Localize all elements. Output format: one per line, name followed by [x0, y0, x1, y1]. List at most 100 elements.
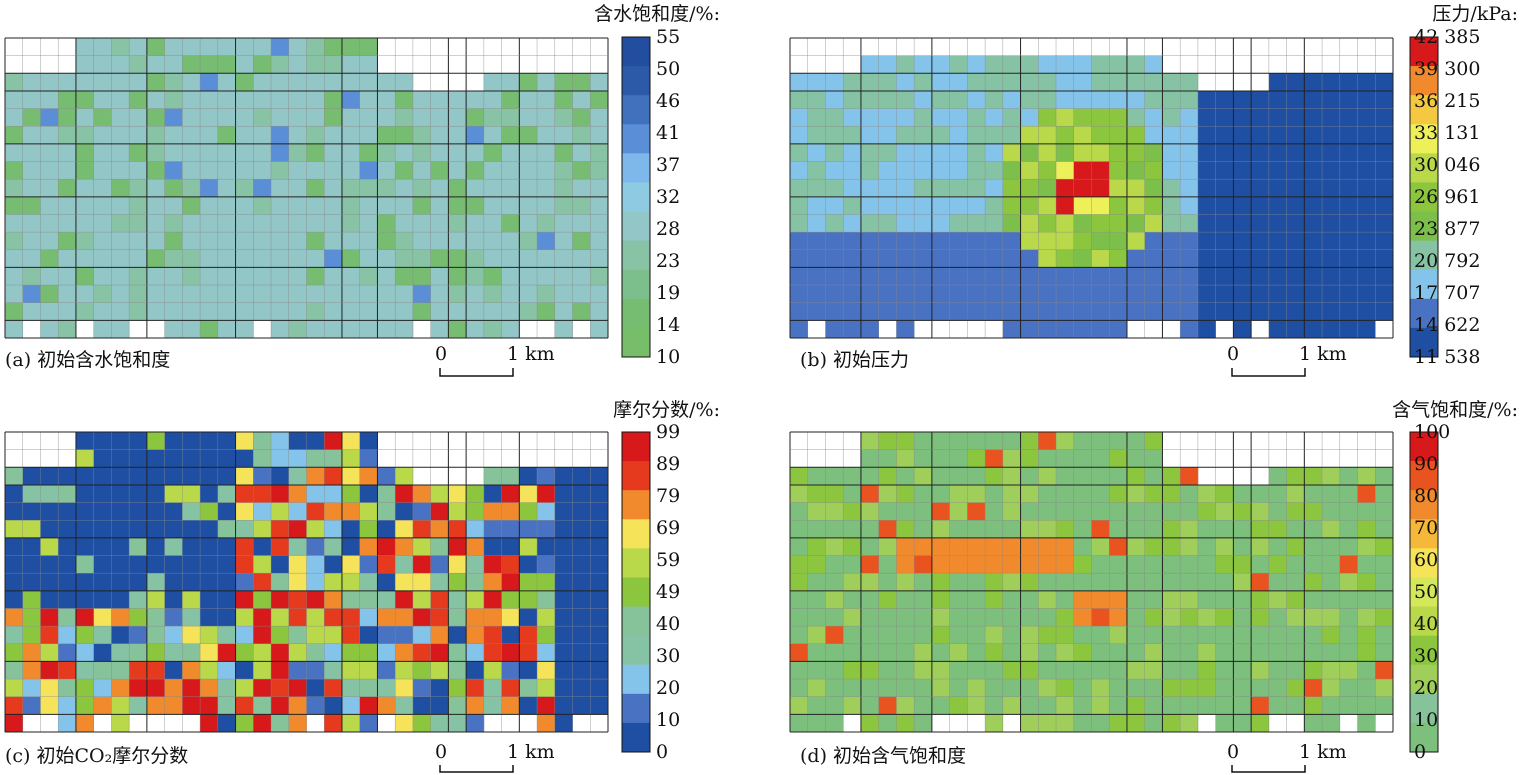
grid-cell: [359, 590, 378, 609]
grid-cell: [825, 555, 844, 574]
grid-cell: [412, 573, 431, 592]
grid-cell: [288, 214, 307, 233]
grid-cell: [949, 432, 968, 450]
grid-cell: [1002, 679, 1021, 698]
grid-cell: [914, 90, 933, 109]
grid-cell: [914, 661, 933, 680]
grid-cell: [324, 661, 343, 680]
grid-cell: [395, 696, 414, 715]
grid-cell: [129, 449, 148, 468]
grid-cell: [466, 502, 485, 521]
grid-cell: [1304, 285, 1323, 304]
grid-cell: [554, 249, 573, 268]
grid-cell: [1286, 502, 1305, 521]
grid-cell: [341, 679, 361, 698]
grid-cell: [931, 696, 950, 715]
grid-cell: [1162, 626, 1181, 645]
grid-cell: [324, 302, 343, 321]
grid-cell: [1020, 249, 1039, 268]
grid-cell: [412, 590, 431, 609]
grid-cell: [324, 143, 343, 162]
panel-d-grid: [789, 431, 1394, 733]
grid-cell: [985, 179, 1004, 198]
grid-cell: [324, 285, 343, 304]
grid-cell: [1197, 608, 1216, 627]
grid-cell: [182, 661, 201, 680]
grid-cell: [271, 432, 290, 450]
grid-cell: [271, 38, 290, 56]
grid-cell: [1357, 302, 1376, 321]
grid-cell: [146, 555, 165, 574]
grid-cell: [395, 484, 414, 503]
grid-cell: [807, 267, 826, 286]
grid-cell: [860, 232, 879, 251]
grid-cell: [58, 143, 77, 162]
grid-cell: [430, 590, 449, 609]
grid-cell: [949, 285, 968, 304]
grid-cell: [75, 179, 94, 198]
grid-cell: [519, 214, 538, 233]
grid-cell: [1357, 643, 1376, 662]
grid-cell: [1375, 196, 1394, 215]
grid-cell: [1073, 55, 1092, 74]
grid-cell: [1091, 73, 1110, 92]
grid-cell: [554, 555, 573, 574]
panel-c-co2-mole-fraction: (c) 初始CO₂摩尔分数 0 1 km 摩尔分数/%: 99897969594…: [4, 399, 720, 773]
grid-cell: [590, 108, 609, 127]
grid-cell: [572, 643, 591, 662]
grid-cell: [1073, 196, 1092, 215]
grid-cell: [1020, 502, 1039, 521]
grid-cell: [93, 143, 112, 162]
grid-cell: [412, 143, 431, 162]
grid-cell: [483, 502, 502, 521]
grid-cell: [790, 161, 809, 180]
grid-cell: [324, 608, 343, 627]
grid-cell: [843, 520, 862, 539]
grid-cell: [537, 267, 556, 286]
grid-cell: [235, 126, 254, 145]
grid-cell: [1322, 467, 1341, 486]
grid-cell: [377, 196, 396, 215]
grid-cell: [860, 108, 879, 127]
grid-cell: [1002, 249, 1021, 268]
grid-cell: [1073, 626, 1092, 645]
grid-cell: [5, 320, 24, 339]
grid-cell: [75, 285, 94, 304]
grid-cell: [1144, 55, 1163, 74]
grid-cell: [288, 320, 307, 339]
grid-cell: [931, 232, 950, 251]
grid-cell: [22, 590, 41, 609]
grid-cell: [1286, 608, 1305, 627]
grid-cell: [217, 661, 236, 680]
grid-cell: [931, 679, 950, 698]
grid-cell: [1268, 626, 1287, 645]
grid-cell: [200, 143, 219, 162]
grid-cell: [146, 214, 165, 233]
panel-b-cells: [790, 55, 1394, 339]
grid-cell: [1126, 520, 1146, 539]
grid-cell: [5, 679, 24, 698]
grid-cell: [377, 555, 396, 574]
grid-cell: [395, 320, 414, 339]
grid-cell: [448, 590, 467, 609]
grid-cell: [1357, 196, 1376, 215]
grid-cell: [1322, 267, 1341, 286]
grid-cell: [1126, 196, 1146, 215]
grid-cell: [306, 608, 325, 627]
grid-cell: [164, 679, 183, 698]
grid-cell: [430, 285, 449, 304]
grid-cell: [395, 232, 414, 251]
grid-cell: [1056, 573, 1075, 592]
grid-cell: [590, 90, 609, 109]
grid-cell: [1002, 643, 1021, 662]
grid-cell: [306, 573, 325, 592]
colorbar-tick-label: 90: [1414, 453, 1438, 475]
grid-cell: [1162, 484, 1181, 503]
grid-cell: [1162, 232, 1181, 251]
grid-cell: [1339, 161, 1358, 180]
colorbar-segment: [1410, 693, 1438, 724]
grid-cell: [58, 537, 77, 556]
grid-cell: [1144, 555, 1163, 574]
grid-cell: [253, 126, 272, 145]
grid-cell: [1180, 608, 1199, 627]
